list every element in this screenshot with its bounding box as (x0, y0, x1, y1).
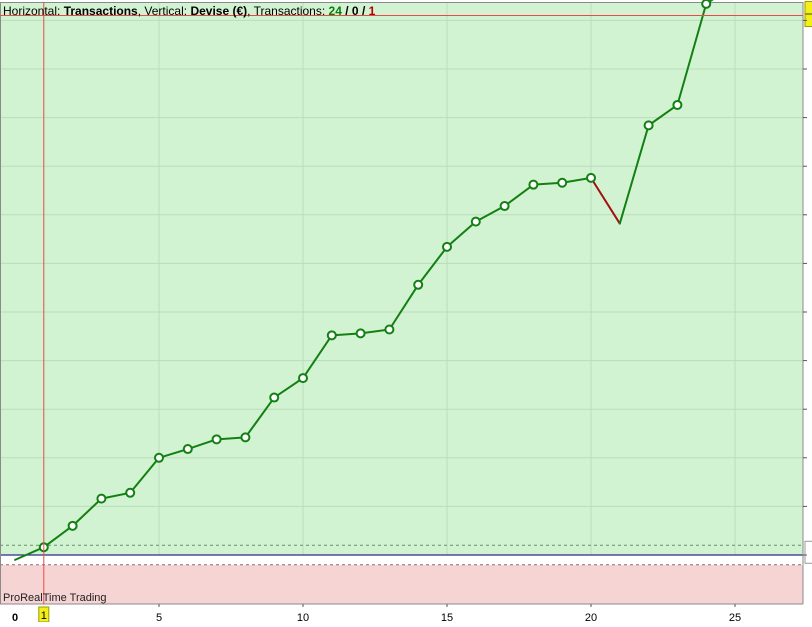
positive-zone (0, 2, 803, 555)
count-separator: / (361, 4, 366, 18)
winning-segment (503, 183, 535, 208)
losing-segment (590, 176, 621, 225)
winning-segment (676, 2, 708, 106)
data-point[interactable] (528, 179, 539, 190)
data-point[interactable] (442, 241, 452, 252)
winning-segment (474, 205, 506, 223)
winning-segment (129, 456, 160, 494)
data-point[interactable] (182, 444, 193, 455)
data-point[interactable] (355, 328, 366, 339)
winning-segment (273, 377, 304, 399)
zero-band (0, 555, 803, 565)
x-tick-label: 15 (441, 612, 453, 622)
winning-segment (186, 438, 218, 451)
count-separator: / (345, 4, 349, 18)
losing-count: 1 (368, 4, 376, 18)
x-tick-label: 25 (729, 612, 741, 622)
neutral-count: 0 (351, 4, 359, 18)
data-point[interactable] (701, 0, 712, 9)
winning-segment (417, 245, 448, 286)
zero-range-tag (804, 540, 812, 564)
winning-segment (302, 334, 333, 380)
horizontal-value: Transactions (63, 4, 138, 18)
x-tick-label: 0 (12, 612, 18, 622)
data-point[interactable] (67, 520, 78, 531)
winning-segment (705, 0, 714, 5)
data-point[interactable] (298, 373, 308, 384)
data-point[interactable] (672, 99, 683, 110)
winning-segment (42, 524, 74, 549)
data-point[interactable] (240, 432, 251, 443)
winning-segment (158, 448, 189, 459)
data-point[interactable] (499, 201, 510, 212)
data-point[interactable] (96, 493, 107, 504)
data-point[interactable] (125, 487, 136, 498)
data-point[interactable] (557, 177, 568, 188)
data-point[interactable] (326, 330, 337, 341)
x-tick-label: 20 (585, 612, 597, 622)
data-point[interactable] (643, 120, 654, 131)
cursor-x-label: 1 (41, 610, 47, 622)
x-tick-label: 10 (297, 612, 309, 622)
winning-segment (388, 283, 420, 331)
data-point[interactable] (470, 216, 481, 227)
chart-header: Horizontal: Transactions, Vertical: Devi… (3, 4, 376, 18)
winning-segment (618, 124, 650, 225)
winning-segment (446, 220, 477, 248)
winning-segment (244, 396, 276, 439)
horizontal-label: Horizontal: (3, 4, 61, 18)
data-point[interactable] (413, 279, 424, 290)
data-point[interactable] (269, 392, 280, 403)
watermark: ProRealTime Trading (3, 592, 107, 604)
winning-count: 24 (328, 4, 342, 18)
winning-segment (71, 497, 103, 527)
vertical-value: Devise (€) (190, 4, 248, 18)
data-point[interactable] (384, 324, 395, 335)
data-point[interactable] (211, 434, 222, 445)
winning-segment (647, 103, 679, 127)
winning-segment (14, 546, 45, 561)
x-tick-label: 5 (156, 612, 162, 622)
data-point[interactable] (154, 452, 164, 463)
transactions-label: Transactions: (253, 4, 326, 18)
last-value-tag (804, 1, 812, 15)
data-point[interactable] (586, 172, 596, 183)
vertical-label: Vertical: (144, 4, 188, 18)
